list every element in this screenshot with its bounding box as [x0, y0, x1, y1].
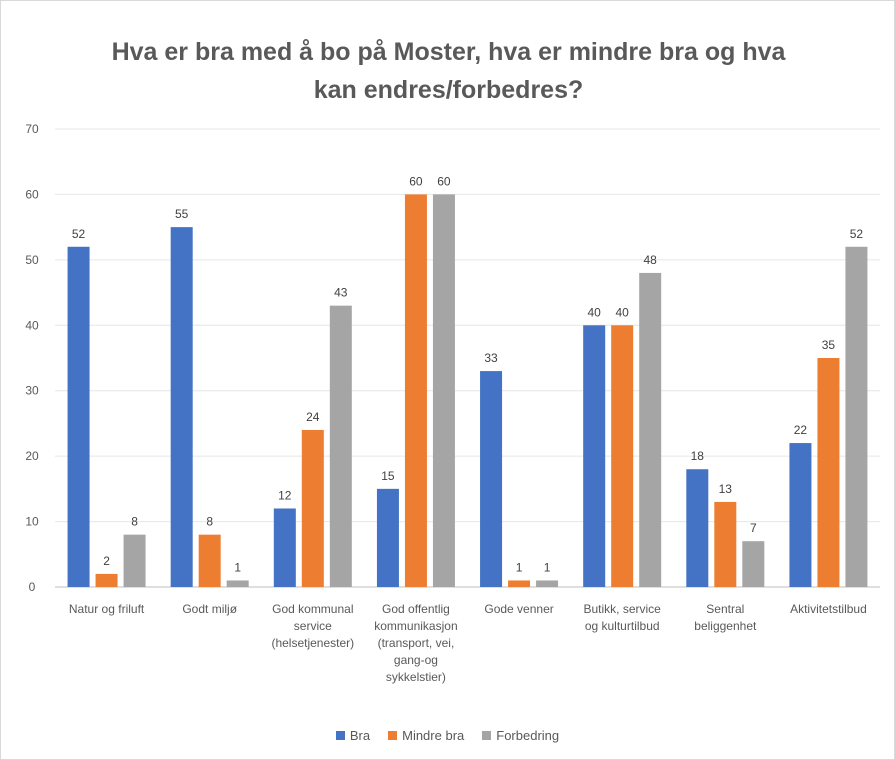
bar-bra: [67, 246, 90, 587]
x-category-label: Natur og friluft: [69, 602, 145, 616]
legend-swatch: [335, 731, 345, 740]
y-tick-label: 40: [25, 318, 39, 332]
x-category-label: og kulturtilbud: [585, 619, 660, 633]
x-category-label: sykkelstier): [386, 670, 446, 684]
data-label: 52: [850, 227, 864, 241]
bar-mindre-bra: [95, 573, 118, 587]
bar-bra: [273, 508, 296, 587]
bar-bra: [170, 227, 193, 587]
data-label: 18: [691, 449, 705, 463]
bar-forbedring: [639, 272, 662, 587]
x-category-label: God offentlig: [382, 602, 450, 616]
data-label: 7: [750, 521, 757, 535]
data-label: 22: [794, 423, 808, 437]
data-label: 40: [616, 305, 630, 319]
data-label: 8: [206, 515, 213, 529]
legend-item: Forbedring: [482, 728, 559, 743]
chart-title-line-1: Hva er bra med å bo på Moster, hva er mi…: [111, 38, 786, 66]
data-label: 55: [175, 207, 189, 221]
bar-forbedring: [845, 246, 868, 587]
data-label: 13: [719, 482, 733, 496]
x-category-label: service: [294, 619, 332, 633]
y-tick-label: 10: [25, 515, 39, 529]
data-label: 1: [234, 560, 241, 574]
y-tick-label: 0: [29, 580, 36, 594]
legend-item: Bra: [335, 728, 371, 743]
data-label: 48: [644, 253, 658, 267]
x-category-label: Gode venner: [484, 602, 553, 616]
legend-swatch: [388, 731, 398, 740]
y-tick-label: 60: [25, 187, 39, 201]
x-category-label: beliggenhet: [694, 619, 757, 633]
data-label: 8: [131, 515, 138, 529]
bar-forbedring: [432, 194, 455, 587]
data-label: 52: [72, 227, 86, 241]
data-label: 15: [381, 469, 395, 483]
legend-label: Forbedring: [496, 728, 560, 743]
bar-mindre-bra: [301, 429, 324, 587]
x-category-label: gang-og: [394, 653, 438, 667]
data-label: 60: [409, 174, 423, 188]
x-category-label: Godt miljø: [182, 602, 237, 616]
data-label: 2: [103, 554, 110, 568]
bar-mindre-bra: [714, 501, 737, 587]
y-tick-label: 70: [25, 122, 39, 136]
legend-item: Mindre bra: [388, 728, 464, 743]
bar-mindre-bra: [817, 358, 840, 587]
legend-swatch: [482, 731, 492, 740]
bar-bra: [480, 371, 503, 587]
bar-forbedring: [742, 541, 765, 587]
bar-mindre-bra: [404, 194, 427, 587]
bar-forbedring: [536, 580, 559, 587]
data-label: 1: [544, 560, 551, 574]
x-category-label: Aktivitetstilbud: [790, 602, 867, 616]
bar-bra: [789, 443, 812, 587]
x-category-label: (transport, vei,: [378, 636, 455, 650]
data-label: 40: [588, 305, 602, 319]
data-label: 12: [278, 488, 292, 502]
bar-mindre-bra: [611, 325, 634, 587]
x-category-label: Sentral: [706, 602, 744, 616]
data-label: 1: [516, 560, 523, 574]
x-category-label: kommunikasjon: [374, 619, 457, 633]
bar-bra: [583, 325, 606, 587]
y-tick-label: 20: [25, 449, 39, 463]
bar-mindre-bra: [198, 534, 221, 587]
bar-forbedring: [329, 305, 352, 587]
data-label: 33: [484, 351, 498, 365]
y-tick-label: 30: [25, 384, 39, 398]
legend-label: Mindre bra: [402, 728, 465, 743]
x-category-label: God kommunal: [272, 602, 353, 616]
data-label: 24: [306, 410, 320, 424]
bar-forbedring: [123, 534, 146, 587]
bar-forbedring: [226, 580, 249, 587]
legend-label: Bra: [349, 728, 371, 743]
x-category-label: Butikk, service: [584, 602, 662, 616]
bar-mindre-bra: [508, 580, 531, 587]
data-label: 35: [822, 338, 836, 352]
x-category-label: (helsetjenester): [271, 636, 354, 650]
bar-bra: [686, 469, 709, 587]
data-label: 60: [437, 174, 451, 188]
y-tick-label: 50: [25, 253, 39, 267]
bar-bra: [376, 488, 399, 587]
chart-legend: Bra Mindre bra Forbedring: [0, 728, 895, 743]
data-label: 43: [334, 286, 348, 300]
chart-title-line-2: kan endres/forbedres?: [313, 76, 584, 104]
